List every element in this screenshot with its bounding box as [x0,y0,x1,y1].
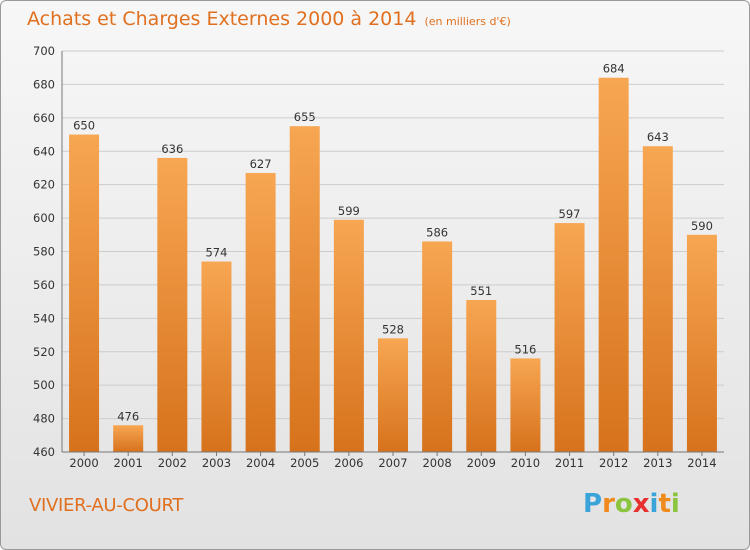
chart-title: Achats et Charges Externes 2000 à 2014 (e… [27,5,511,36]
y-tick-label: 460 [33,445,55,459]
bar-2003 [201,261,232,452]
x-tick-label: 2006 [334,456,363,470]
bar-2010 [510,358,541,452]
x-tick-label: 2005 [290,456,319,470]
x-tick-label: 2000 [69,456,98,470]
bar-2002 [157,157,188,452]
y-tick-label: 500 [33,378,55,392]
logo-letter: t [658,489,671,519]
y-tick-label: 480 [33,412,55,426]
data-label: 590 [691,219,713,233]
y-tick-label: 540 [33,311,55,325]
x-tick-label: 2002 [158,456,187,470]
bar-2009 [466,299,497,452]
y-tick-label: 600 [33,211,55,225]
y-tick-label: 520 [33,345,55,359]
bar-2011 [554,223,585,452]
x-tick-label: 2011 [555,456,584,470]
data-label: 636 [161,142,183,156]
data-label: 599 [338,204,360,218]
x-tick-label: 2003 [202,456,231,470]
logo-letter: x [632,489,650,519]
x-tick-label: 2001 [114,456,143,470]
axes: 460 480 500 520 540 560 580 600 620 640 660 680 700 2… [33,44,724,470]
data-label: 655 [294,110,316,124]
y-tick-label: 640 [33,144,55,158]
logo-letter: o [614,489,633,519]
y-tick-label: 700 [33,44,55,58]
bar-2007 [378,338,408,452]
proxiti-logo: Proxiti [583,489,680,519]
bar-2005 [289,126,320,452]
x-tick-label: 2009 [467,456,496,470]
x-tick-label: 2014 [687,456,716,470]
data-labels: 650 476 636 574 627 655 599 528 586 551 516 597 684 6… [73,62,713,424]
bar-2006 [333,219,364,452]
y-tick-label: 680 [33,77,55,91]
data-label: 586 [426,225,448,239]
bar-2013 [642,146,673,453]
bar-2014 [686,234,717,452]
y-tick-label: 620 [33,178,55,192]
x-tick-label: 2004 [246,456,275,470]
bar-2004 [245,172,276,453]
data-label: 528 [382,322,404,336]
data-label: 650 [73,119,95,133]
logo-letter: r [602,489,615,519]
x-tick-label: 2013 [643,456,672,470]
commune-name: VIVIER-AU-COURT [29,495,184,516]
data-label: 643 [647,130,669,144]
x-tick-label: 2007 [378,456,407,470]
logo-letter: P [583,489,603,519]
data-label: 551 [470,284,492,298]
bar-2000 [69,134,100,452]
title-text: Achats et Charges Externes 2000 à 2014 [27,8,417,30]
y-tick-label: 580 [33,245,55,259]
data-label: 516 [514,342,536,356]
bar-2012 [598,77,629,452]
y-tick-label: 560 [33,278,55,292]
x-tick-label: 2008 [422,456,451,470]
x-tick-label: 2010 [511,456,540,470]
x-tick-label: 2012 [599,456,628,470]
bar-2008 [422,241,453,452]
bar-2001 [113,425,144,452]
data-label: 597 [559,207,581,221]
logo-letter: i [649,489,659,519]
title-unit: (en milliers d'€) [424,15,511,28]
data-label: 627 [250,157,272,171]
logo-letter: i [670,489,680,519]
bars [69,77,717,453]
y-tick-label: 660 [33,111,55,125]
data-label: 476 [117,409,139,423]
data-label: 574 [205,246,227,260]
data-label: 684 [603,62,625,76]
